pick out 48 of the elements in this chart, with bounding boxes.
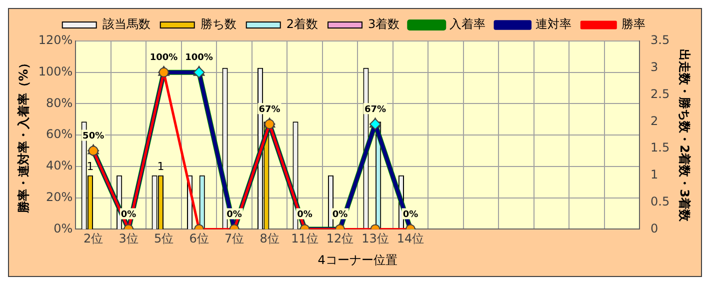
legend-label: 勝率 [622,17,646,32]
legend-label: 連対率 [536,17,572,32]
y-tick-label: 40% [46,158,73,173]
y-tick-label: 60% [46,127,73,142]
data-label: 0% [402,210,418,220]
data-label: 0% [226,210,242,220]
x-tick-label: 11位 [291,232,318,246]
x-tick-label: 14位 [396,232,424,246]
data-label: 67% [364,104,386,115]
y-tick-label: 80% [46,96,73,110]
data-label: 50% [82,132,104,142]
y2-tick-label: 1 [650,168,658,182]
y2-axis-title: 出走数・勝ち数・2着数・3着数 [678,48,692,222]
y2-tick-label: 3 [650,60,658,74]
y2-tick-label: 2 [650,114,658,128]
y-tick-label: 100% [38,64,73,78]
y-tick-label: 0% [54,221,73,236]
data-label: 67% [258,104,280,115]
y2-tick-label: 0.5 [650,194,670,208]
x-tick-label: 5位 [154,232,174,246]
data-label: 1 [157,160,164,173]
x-tick-label: 3位 [118,232,138,246]
legend-label: 3着数 [368,17,400,32]
data-label: 0% [120,210,136,220]
y2-tick-label: 2.5 [650,86,670,101]
x-tick-label: 8位 [260,232,280,246]
point [193,66,205,78]
x-tick-label: 7位 [224,232,244,246]
legend-label: 2着数 [286,17,318,32]
data-label: 100% [150,53,178,64]
x-tick-label: 6位 [189,232,209,246]
data-label: 100% [185,53,213,64]
x-tick-label: 2位 [84,232,104,246]
y-tick-label: 120% [38,33,73,48]
y-axis-title: 勝率・連対率・入着率（%） [16,57,30,214]
x-axis-title: 4コーナー位置 [318,252,398,267]
y2-tick-label: 1.5 [650,140,670,155]
data-label: 0% [332,210,348,220]
x-tick-label: 13位 [362,232,389,246]
legend-label: 入着率 [450,17,486,32]
data-label: 1 [86,160,94,173]
y2-tick-label: 3.5 [650,33,670,48]
y-tick-label: 20% [46,190,73,204]
legend-label: 該当馬数 [102,17,150,32]
data-label: 0% [297,210,312,220]
x-tick-label: 12位 [326,232,354,246]
y2-tick-label: 0 [650,221,658,236]
legend-label: 勝ち数 [200,17,236,32]
